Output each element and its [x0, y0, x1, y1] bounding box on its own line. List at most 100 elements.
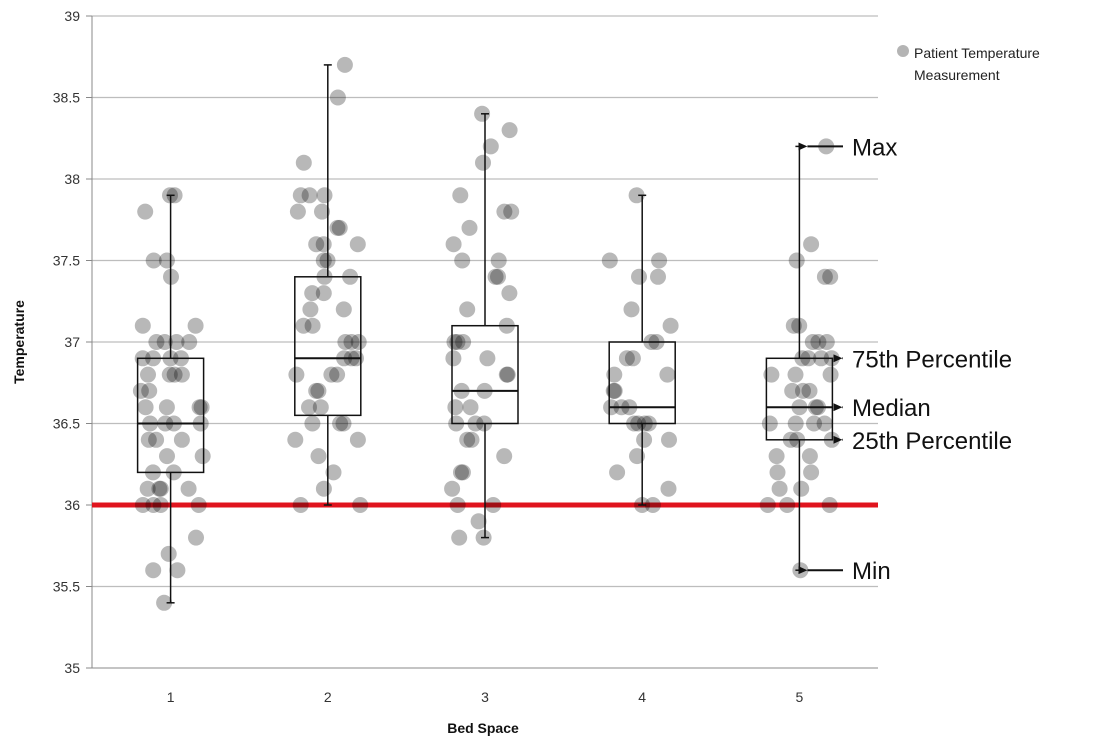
- temperature-point: [349, 431, 366, 448]
- temperature-point: [168, 334, 185, 350]
- temperature-point: [145, 497, 162, 513]
- temperature-point: [145, 562, 162, 579]
- temperature-point: [134, 497, 151, 513]
- y-tick-label: 38.5: [53, 90, 80, 106]
- temperature-point: [482, 138, 499, 155]
- temperature-point: [137, 399, 154, 416]
- temperature-point: [329, 89, 346, 106]
- temperature-point: [302, 301, 319, 318]
- temperature-point: [315, 480, 332, 497]
- temperature-point: [452, 187, 469, 204]
- temperature-point: [304, 285, 321, 302]
- temperature-point: [350, 334, 367, 350]
- temperature-point: [821, 497, 838, 513]
- temperature-point: [292, 497, 309, 513]
- temperature-point: [490, 268, 506, 285]
- temperature-point: [445, 236, 462, 253]
- temperature-point: [315, 285, 332, 302]
- temperature-point: [329, 219, 346, 236]
- temperature-point: [479, 350, 496, 367]
- temperature-point: [779, 497, 796, 513]
- temperature-point: [453, 464, 469, 481]
- temperature-point: [444, 480, 461, 497]
- y-tick-label: 38: [64, 171, 80, 187]
- temperature-point: [623, 301, 640, 318]
- temperature-point: [455, 334, 472, 350]
- temperature-point: [315, 236, 332, 253]
- y-tick-label: 37: [64, 334, 80, 350]
- temperature-point: [310, 382, 327, 399]
- temperature-point: [445, 350, 462, 367]
- temperature-point: [158, 252, 175, 269]
- temperature-point: [810, 334, 827, 350]
- temperature-point: [606, 366, 623, 383]
- temperature-point: [304, 415, 321, 432]
- temperature-point: [145, 252, 162, 269]
- temperature-point: [194, 448, 211, 465]
- temperature-point: [816, 268, 833, 285]
- temperature-point: [487, 268, 504, 285]
- temperature-point: [315, 252, 332, 269]
- annotation-label: Min: [852, 558, 891, 585]
- temperature-point: [650, 268, 666, 285]
- temperature-point: [152, 480, 169, 497]
- temperature-point: [501, 285, 518, 302]
- temperature-point: [818, 334, 835, 350]
- temperature-point: [159, 448, 175, 465]
- temperature-point: [193, 399, 210, 416]
- y-tick-label: 37.5: [53, 253, 80, 269]
- temperature-point: [605, 382, 622, 399]
- temperature-point: [631, 268, 647, 285]
- temperature-point: [288, 366, 305, 383]
- temperature-point: [644, 497, 661, 513]
- x-tick-label: 4: [638, 689, 646, 705]
- temperature-point: [331, 219, 348, 236]
- temperature-point: [314, 203, 330, 220]
- box-iqr: [608, 341, 676, 425]
- temperature-point: [462, 399, 479, 416]
- temperature-point: [816, 415, 833, 432]
- temperature-point: [659, 366, 676, 383]
- temperature-point: [496, 448, 513, 465]
- y-tick-label: 35.5: [53, 579, 80, 595]
- temperature-point: [335, 415, 352, 432]
- temperature-point: [624, 350, 641, 367]
- temperature-point: [161, 366, 178, 383]
- temperature-point: [769, 464, 786, 481]
- temperature-point: [470, 513, 487, 530]
- temperature-point: [301, 187, 318, 204]
- x-tick-label: 2: [324, 689, 332, 705]
- temperature-point: [181, 334, 198, 350]
- temperature-point: [449, 497, 466, 513]
- temperature-point: [660, 480, 677, 497]
- temperature-point: [349, 236, 366, 253]
- temperature-point: [156, 334, 173, 350]
- temperature-point: [606, 382, 623, 399]
- temperature-point: [140, 366, 156, 383]
- annotation-label: Max: [852, 134, 897, 161]
- temperature-point: [289, 203, 306, 220]
- temperature-point: [295, 317, 312, 334]
- legend-label-line-1: Patient Temperature: [914, 45, 1040, 61]
- box-iqr: [136, 357, 205, 474]
- temperature-point: [308, 382, 325, 399]
- temperature-point: [148, 431, 165, 448]
- temperature-point: [618, 350, 635, 367]
- temperature-point: [308, 236, 325, 253]
- temperature-point: [803, 464, 820, 481]
- temperature-point: [771, 480, 788, 497]
- temperature-point: [447, 399, 464, 416]
- temperature-point: [803, 236, 820, 253]
- temperature-point: [312, 399, 329, 416]
- temperature-point: [343, 334, 360, 350]
- temperature-point: [158, 399, 175, 416]
- temperature-point: [140, 431, 157, 448]
- y-tick-label: 36.5: [53, 416, 80, 432]
- annotations: Max 75th Percentile Median 25th Percentile M…: [798, 134, 1012, 585]
- temperature-point: [461, 219, 478, 236]
- temperature-point: [662, 317, 679, 334]
- temperature-point: [292, 187, 309, 204]
- temperature-point: [822, 366, 839, 383]
- temperature-point: [661, 431, 677, 448]
- temperature-point: [295, 154, 312, 171]
